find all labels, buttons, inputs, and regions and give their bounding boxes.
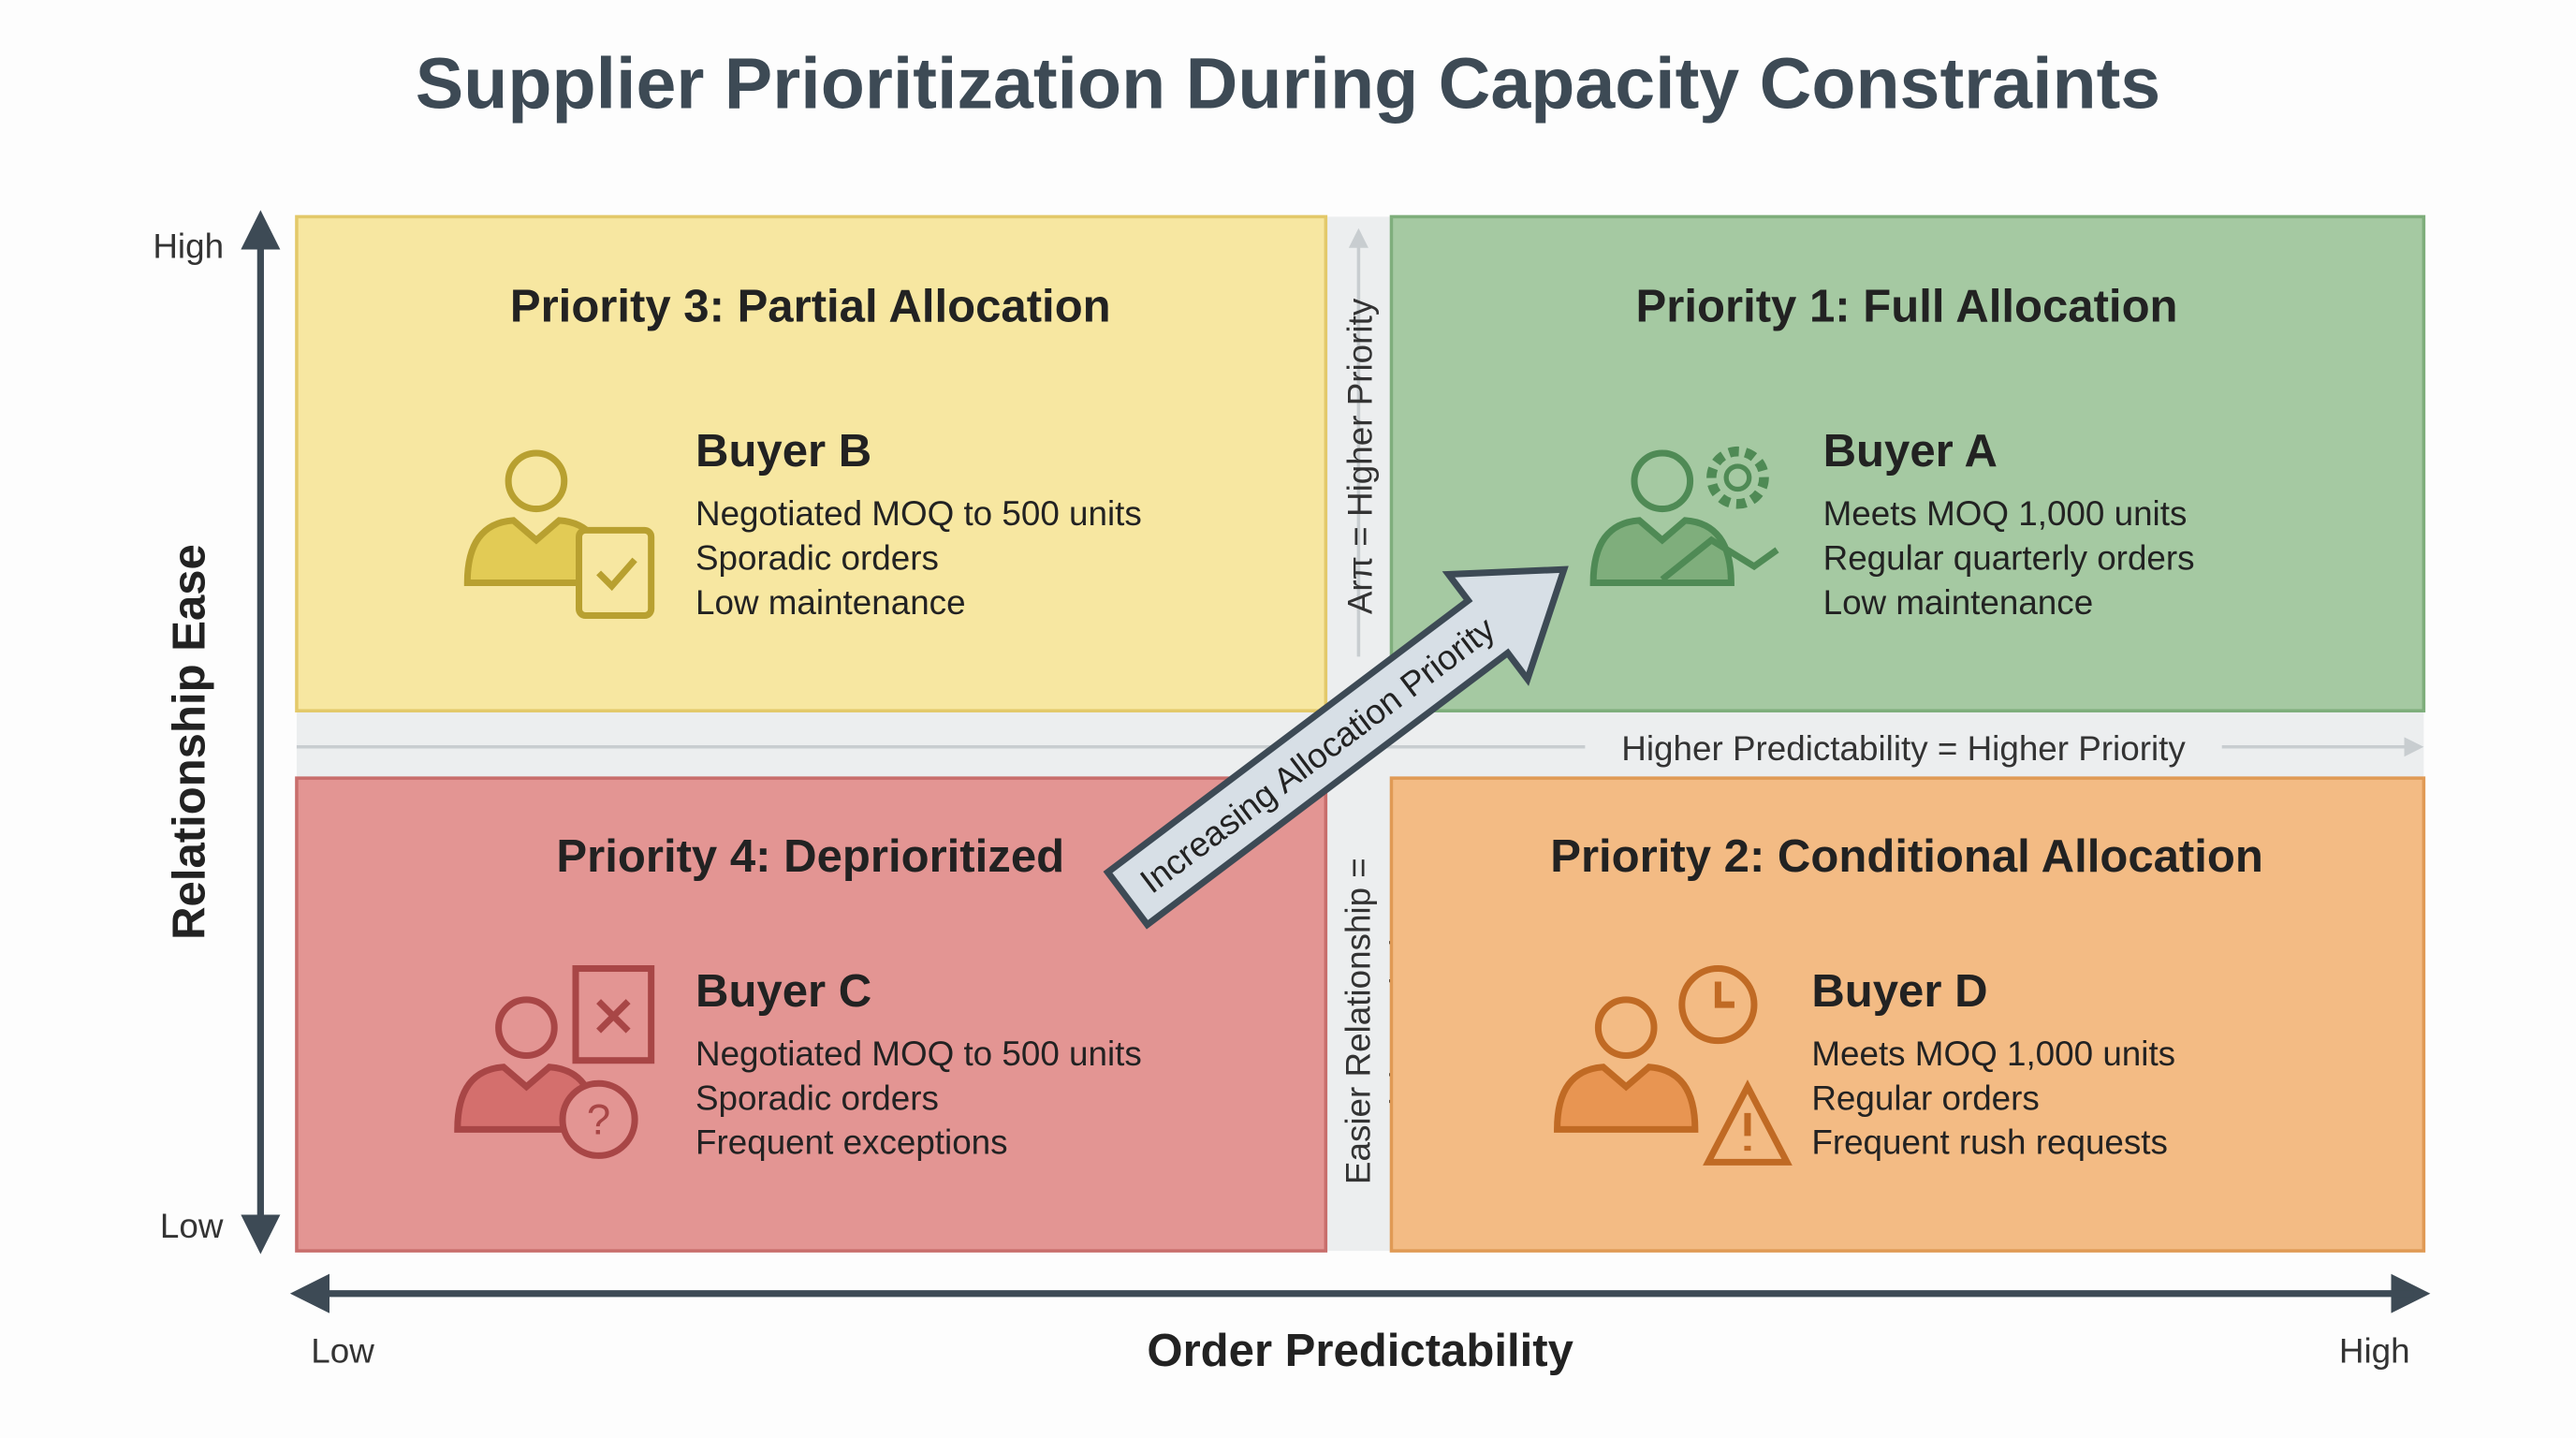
buyer-detail: Low maintenance	[1823, 583, 2094, 622]
buyer-detail: Negotiated MOQ to 500 units	[695, 494, 1142, 533]
quadrant	[1389, 214, 2426, 712]
svg-text:?: ?	[587, 1096, 610, 1144]
buyer-detail: Sporadic orders	[695, 538, 939, 577]
buyer-detail: Frequent exceptions	[695, 1123, 1008, 1162]
buyer-name: Buyer D	[1811, 966, 1987, 1017]
buyer-name: Buyer C	[695, 966, 871, 1017]
divider-label: Easier Relationship =	[1339, 858, 1378, 1184]
icon	[1593, 446, 1779, 582]
quadrant-title: Priority 1: Full Allocation	[1636, 282, 2178, 332]
buyer-detail: Frequent rush requests	[1811, 1123, 2168, 1162]
quadrant-title: Priority 2: Conditional Allocation	[1550, 831, 2263, 882]
buyer-detail: Low maintenance	[695, 583, 966, 622]
icon: ?	[458, 965, 655, 1159]
quadrant	[295, 214, 1328, 712]
quadrant	[1389, 776, 2426, 1253]
quadrant-title: Priority 3: Partial Allocation	[510, 282, 1111, 332]
buyer-detail: Negotiated MOQ to 500 units	[695, 1034, 1142, 1073]
label-bg	[1585, 726, 2222, 769]
divider-label: Arπ = Higher Priority	[1340, 298, 1379, 614]
y-low: Low	[160, 1207, 224, 1245]
buyer-detail: Meets MOQ 1,000 units	[1811, 1034, 2175, 1073]
buyer-detail: Sporadic orders	[695, 1078, 939, 1117]
buyer-name: Buyer B	[695, 426, 871, 477]
title: Supplier Prioritization During Capacity …	[416, 44, 2160, 125]
buyer-name: Buyer A	[1823, 426, 1998, 477]
buyer-detail: Regular quarterly orders	[1823, 538, 2195, 577]
buyer-detail: Meets MOQ 1,000 units	[1823, 494, 2188, 533]
icon	[467, 453, 655, 620]
x-low: Low	[311, 1331, 374, 1370]
quadrant	[295, 776, 1328, 1253]
x-high: High	[2339, 1331, 2410, 1370]
y-label: Relationship Ease	[165, 544, 215, 940]
quadrant-title: Priority 4: Deprioritized	[556, 831, 1064, 882]
y-high: High	[153, 227, 224, 265]
buyer-detail: Regular orders	[1811, 1078, 2040, 1117]
icon	[1558, 965, 1793, 1166]
x-label: Order Predictability	[1147, 1326, 1573, 1376]
divider-label: Higher Predictability = Higher Priority	[1621, 729, 2186, 768]
